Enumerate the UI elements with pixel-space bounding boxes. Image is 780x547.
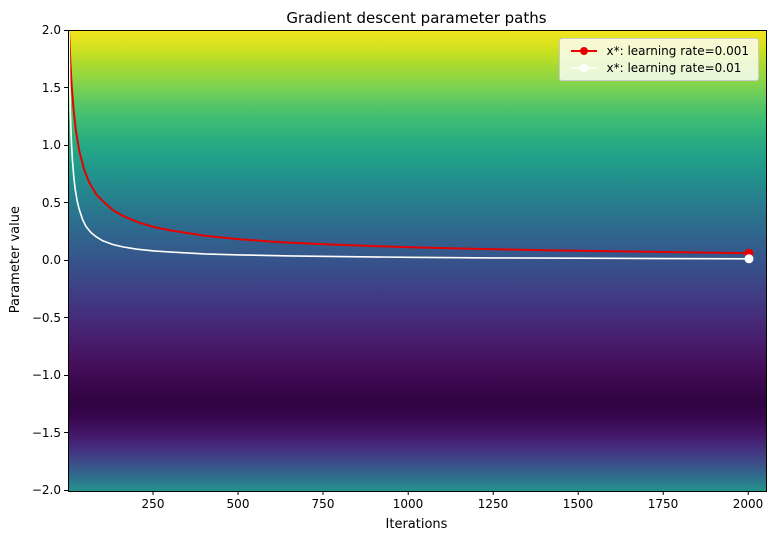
y-tick: −0.5 <box>32 311 68 325</box>
x-tick-label: 1750 <box>647 497 679 511</box>
y-tick-mark <box>64 202 68 203</box>
y-tick-label: 1.5 <box>41 80 61 95</box>
y-tick-label: −0.5 <box>31 310 61 325</box>
y-tick: 1.0 <box>42 138 68 152</box>
x-tick-label: 750 <box>311 497 335 511</box>
x-tick-mark <box>577 491 579 495</box>
legend: x*: learning rate=0.001 x*: learning rate… <box>559 38 759 81</box>
x-tick-mark <box>662 491 664 495</box>
x-tick-mark <box>237 491 239 495</box>
y-tick: −1.0 <box>32 368 68 382</box>
y-tick-label: 0.5 <box>41 195 61 210</box>
y-tick-mark <box>64 432 68 433</box>
y-tick: 1.5 <box>42 81 68 95</box>
x-axis-label: Iterations <box>385 517 448 532</box>
series-end-marker-lr-001 <box>744 254 754 264</box>
y-tick-mark <box>64 374 68 376</box>
x-tick-label: 250 <box>141 497 165 511</box>
x-tick-label: 2000 <box>732 497 764 511</box>
series-line-lr-0001 <box>69 31 750 255</box>
x-tick: 250 <box>141 491 165 511</box>
y-tick-label: −1.5 <box>31 425 61 440</box>
legend-label: x*: learning rate=0.001 <box>606 44 749 58</box>
series-line-lr-001 <box>69 31 750 260</box>
y-tick-mark <box>64 489 68 491</box>
curves-svg <box>69 31 754 264</box>
y-tick-label: 0.0 <box>41 253 61 267</box>
legend-item-lr-0001: x*: learning rate=0.001 <box>569 44 749 58</box>
legend-line-marker-icon <box>571 47 598 55</box>
legend-label: x*: learning rate=0.01 <box>606 61 742 75</box>
x-tick-mark <box>152 491 154 495</box>
y-tick: −2.0 <box>32 483 68 497</box>
y-tick-mark <box>64 317 68 318</box>
x-tick: 1000 <box>392 491 424 511</box>
x-tick: 1250 <box>477 491 509 511</box>
x-tick: 2000 <box>732 491 764 511</box>
y-tick-label: 2.0 <box>41 23 61 37</box>
y-tick-mark <box>64 29 68 31</box>
x-tick-label: 1500 <box>562 497 594 511</box>
y-axis-label: Parameter value <box>7 206 23 314</box>
x-tick: 500 <box>226 491 250 511</box>
y-tick-mark <box>64 87 68 88</box>
y-tick: 0.0 <box>42 253 68 267</box>
legend-item-lr-001: x*: learning rate=0.01 <box>569 61 749 75</box>
x-tick-label: 1000 <box>392 497 424 511</box>
y-axis-label-wrap: Parameter value <box>4 30 26 490</box>
x-tick: 750 <box>311 491 335 511</box>
x-tick-label: 1250 <box>477 497 509 511</box>
chart-title: Gradient descent parameter paths <box>286 9 547 27</box>
y-tick-label: −1.0 <box>31 368 61 382</box>
x-axis-ticks: 250 500 750 1000 1250 1500 1750 2000 <box>68 491 765 513</box>
y-axis-ticks: 2.0 1.5 1.0 0.5 0.0 −0.5 −1.0 −1.5 −2.0 <box>0 23 68 497</box>
x-tick-mark <box>407 491 409 495</box>
y-tick-mark <box>64 259 68 261</box>
x-tick-mark <box>322 491 324 495</box>
x-tick-mark <box>747 491 749 495</box>
y-tick: −1.5 <box>32 426 68 440</box>
y-tick-mark <box>64 144 68 146</box>
legend-line-marker-icon <box>571 64 598 72</box>
y-tick-label: 1.0 <box>41 138 61 152</box>
y-tick: 0.5 <box>42 196 68 210</box>
plot-area: x*: learning rate=0.001 x*: learning rate… <box>68 30 767 492</box>
x-tick-label: 500 <box>226 497 250 511</box>
y-tick: 2.0 <box>42 23 68 37</box>
x-tick: 1750 <box>647 491 679 511</box>
y-tick-label: −2.0 <box>31 483 61 497</box>
x-tick: 1500 <box>562 491 594 511</box>
x-tick-mark <box>492 491 494 495</box>
